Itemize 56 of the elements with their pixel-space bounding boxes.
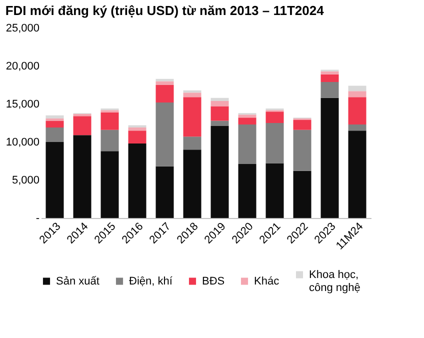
bar — [156, 102, 174, 166]
bar — [100, 112, 119, 130]
bar — [348, 86, 366, 92]
y-tick-label: 10,000 — [6, 136, 40, 148]
legend-label: Khác — [254, 275, 280, 288]
bar — [348, 97, 366, 125]
bar — [46, 128, 64, 142]
bar — [100, 130, 119, 152]
bar — [210, 100, 229, 106]
legend-label: Khoa học, công nghệ — [309, 268, 360, 294]
bar — [293, 170, 312, 218]
bar — [128, 130, 146, 144]
bar — [183, 150, 202, 218]
bar — [183, 136, 202, 150]
bar — [73, 135, 92, 218]
bar — [266, 112, 284, 123]
bar — [156, 85, 174, 102]
bar — [128, 128, 146, 131]
bar — [348, 130, 366, 218]
y-tick-label: 5,000 — [12, 174, 40, 186]
bar — [156, 81, 174, 85]
bar — [46, 142, 64, 218]
bar — [320, 74, 339, 82]
bar — [73, 116, 92, 136]
bar — [238, 118, 256, 125]
y-tick-label: 15,000 — [6, 98, 40, 110]
bar — [183, 92, 202, 98]
bar — [238, 114, 256, 118]
bar — [210, 98, 229, 101]
bar — [293, 120, 312, 130]
bar — [348, 91, 366, 98]
bar — [320, 98, 339, 218]
bar — [210, 120, 229, 126]
bar — [210, 126, 229, 218]
y-tick-label: 20,000 — [6, 60, 40, 72]
bar — [100, 151, 119, 218]
bar — [210, 106, 229, 121]
bar — [348, 124, 366, 131]
bar — [238, 124, 256, 164]
legend-label: Điện, khí — [129, 275, 174, 288]
bar — [156, 166, 174, 218]
bar — [238, 164, 256, 218]
bar — [293, 130, 312, 171]
bar — [320, 82, 339, 98]
bar — [46, 115, 64, 118]
bar — [266, 123, 284, 164]
bar — [46, 120, 64, 128]
y-tick-label: - — [36, 212, 40, 224]
legend-label: BĐS — [202, 275, 225, 288]
bar — [183, 97, 202, 137]
y-tick-label: 25,000 — [6, 22, 40, 34]
bar — [320, 71, 339, 74]
legend-label: Sản xuất — [56, 275, 100, 288]
bar — [266, 163, 284, 218]
bar — [128, 144, 146, 218]
chart-title: FDI mới đăng ký (triệu USD) từ năm 2013 – 11T2024 — [5, 3, 325, 18]
